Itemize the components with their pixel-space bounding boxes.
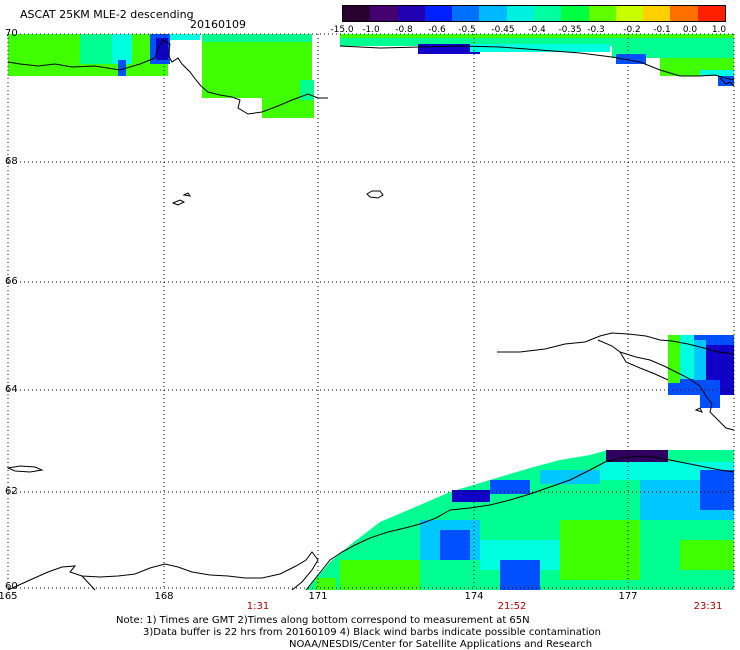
colorbar-tick: -0.3 [587,25,605,35]
colorbar-swatch [343,6,371,21]
swath-cell [694,340,706,380]
colorbar-tick: -0.45 [491,25,515,35]
colorbar-swatch [670,6,698,21]
swath-cell [490,480,530,494]
swath-cell [300,80,314,100]
island-1 [366,190,384,199]
island-sledge [694,407,703,413]
coastline-chukotka-northeast [339,45,735,81]
swath-cell [316,578,336,590]
colorbar-swatch [397,6,425,21]
swath-cell [170,34,200,40]
swath-cell [560,520,640,580]
footer-note-2: 3)Data buffer is 22 hrs from 20160109 4)… [143,627,601,638]
swath-cell [718,76,734,86]
swath-cell [118,60,126,76]
island-3 [182,192,192,197]
time-label: 23:31 [693,601,723,612]
lat-lon-grid [7,33,735,589]
coastline-norton-sound [597,339,735,431]
lat-label: 70 [5,28,18,39]
lat-label: 68 [5,156,18,167]
swath-cell [500,560,540,590]
swath-cell [470,44,610,52]
footer-note-3: NOAA/NESDIS/Center for Satellite Applica… [289,639,593,650]
time-label: 1:31 [246,601,270,612]
wind-swaths [8,34,734,590]
coastline-norton-inner [619,351,669,381]
swath-cell [156,38,168,60]
colorbar-swatch [697,6,725,21]
lon-label: 177 [618,591,638,602]
swath-cell [540,470,600,484]
lon-label: 168 [154,591,174,602]
colorbar-swatch [479,6,507,21]
lat-label: 60 [5,581,18,592]
colorbar-swatch [424,6,453,21]
colorbar-tick: 0.0 [682,25,698,35]
swath-cell [700,380,720,408]
swath-cell [202,34,312,42]
colorbar-swatch [615,6,644,21]
swath-cell [418,44,480,54]
coastline-bottom-left [7,551,319,591]
colorbar-tick: -0.6 [428,25,446,35]
swath-cell [700,70,734,76]
coastline-cape [719,77,735,87]
map-title: ASCAT 25KM MLE-2 descending [20,8,194,21]
lat-label: 62 [5,486,18,497]
colorbar-tick: -0.4 [528,25,546,35]
lon-label: 165 [0,591,18,602]
colorbar-swatch [643,6,671,21]
colorbar-tick: -0.2 [623,25,641,35]
colorbar-swatch [452,6,480,21]
footer-note-1: Note: 1) Times are GMT 2)Times along bot… [116,615,530,626]
coastline-kuskokwim [305,509,451,591]
lon-label: 174 [464,591,484,602]
colorbar-tick: -0.5 [458,25,476,35]
swath-cell [262,98,314,118]
swath-cell [112,34,132,64]
swath-cell [668,335,680,383]
time-label: 21:52 [497,601,527,612]
map-date: 20160109 [190,18,246,31]
coastlines [6,39,735,591]
colorbar-swatch [506,6,534,21]
swath-cell [340,560,420,590]
coastline-seward-peninsula [497,332,735,355]
swath-cell [680,335,694,379]
swath-cell [680,540,734,570]
colorbar-swatch [370,6,398,21]
coastline-shelf [81,575,96,591]
coastline-chukotka-north [7,39,328,115]
swath-cell [616,54,646,64]
island-2 [171,199,186,206]
lat-label: 66 [5,276,18,287]
colorbar-swatch [561,6,589,21]
colorbar [342,5,726,22]
swath-cell [440,530,470,560]
colorbar-tick: 1.0 [711,25,727,35]
colorbar-tick: -15.0 [330,25,354,35]
swath-upper-middle [202,34,312,98]
coastline-yukon-delta [449,455,735,511]
colorbar-swatch [533,6,562,21]
coastline-left-island [6,465,44,473]
lat-label: 64 [5,384,18,395]
swath-cell [340,38,734,46]
colorbar-tick: -0.35 [558,25,582,35]
swath-cell [700,470,734,510]
colorbar-swatch [588,6,616,21]
swath-cell [452,490,490,502]
lon-label: 171 [308,591,328,602]
colorbar-tick: -1.0 [362,25,380,35]
colorbar-tick: -0.1 [653,25,671,35]
colorbar-tick: -0.8 [395,25,413,35]
swath-cell [380,540,420,560]
